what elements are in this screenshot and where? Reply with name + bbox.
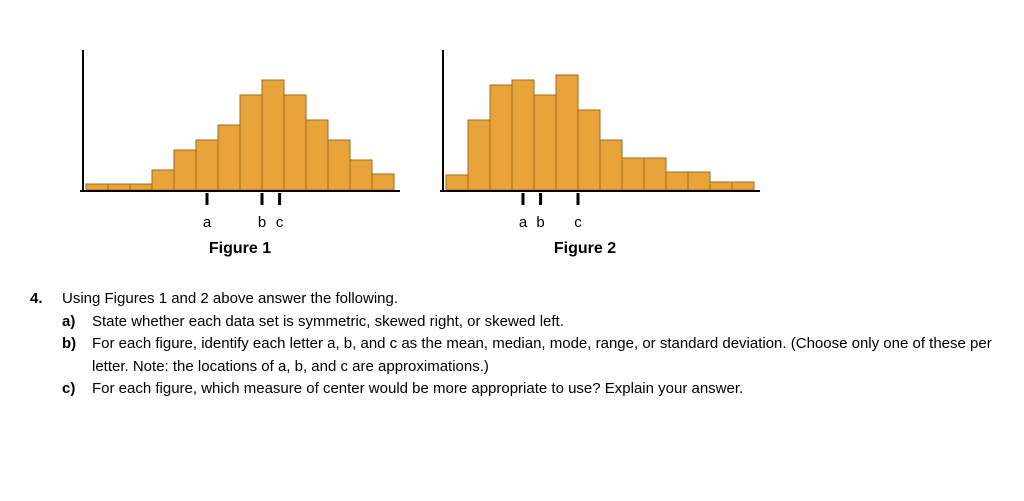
question-part-label: a): [62, 311, 92, 334]
tick-label-c: c: [574, 214, 582, 231]
figure-1-title: Figure 1: [209, 240, 271, 258]
histogram-bar: [556, 75, 578, 190]
tick-label-a: a: [203, 214, 211, 231]
question-stem: Using Figures 1 and 2 above answer the f…: [62, 288, 398, 311]
histogram-bar: [688, 172, 710, 190]
figure-2-chart: ab c: [440, 50, 760, 230]
histogram-bar: [666, 172, 688, 190]
histogram-bar: [240, 95, 262, 190]
figures-row: abc Figure 1 abc Figure 2: [80, 50, 994, 258]
question-number: 4.: [30, 288, 62, 311]
histogram-bar: [578, 110, 600, 190]
question-part-label: b): [62, 333, 92, 378]
histogram-bar: [534, 95, 556, 190]
question-part: a)State whether each data set is symmetr…: [62, 311, 994, 334]
question-block: 4. Using Figures 1 and 2 above answer th…: [30, 288, 994, 401]
histogram-bar: [130, 184, 152, 190]
figure-1: a bc Figure 1: [80, 50, 400, 258]
tick-label-b: b: [258, 214, 266, 231]
histogram-bar: [710, 182, 732, 190]
tick-label-c: c: [276, 214, 284, 231]
histogram-bar: [622, 158, 644, 190]
figure-2-title: Figure 2: [554, 240, 616, 258]
histogram-bar: [218, 125, 240, 190]
histogram-bar: [732, 182, 754, 190]
histogram-bar: [600, 140, 622, 190]
histogram-bar: [644, 158, 666, 190]
histogram-bar: [512, 80, 534, 190]
figure-2: ab c Figure 2: [440, 50, 760, 258]
figure-1-chart: a bc: [80, 50, 400, 230]
question-part-text: For each figure, identify each letter a,…: [92, 333, 994, 378]
histogram-bar: [196, 140, 218, 190]
histogram-bar: [468, 120, 490, 190]
histogram-bar: [86, 184, 108, 190]
tick-label-b: b: [536, 214, 544, 231]
histogram-bar: [262, 80, 284, 190]
histogram-bar: [108, 184, 130, 190]
histogram-bar: [350, 160, 372, 190]
histogram-bar: [174, 150, 196, 190]
question-part-text: For each figure, which measure of center…: [92, 378, 743, 401]
histogram-bar: [152, 170, 174, 190]
question-part-label: c): [62, 378, 92, 401]
histogram-bar: [328, 140, 350, 190]
question-part: c)For each figure, which measure of cent…: [62, 378, 994, 401]
histogram-bar: [490, 85, 512, 190]
tick-label-a: a: [519, 214, 527, 231]
histogram-bar: [372, 174, 394, 190]
histogram-bar: [306, 120, 328, 190]
question-part: b)For each figure, identify each letter …: [62, 333, 994, 378]
histogram-bar: [446, 175, 468, 190]
histogram-bar: [284, 95, 306, 190]
question-part-text: State whether each data set is symmetric…: [92, 311, 564, 334]
